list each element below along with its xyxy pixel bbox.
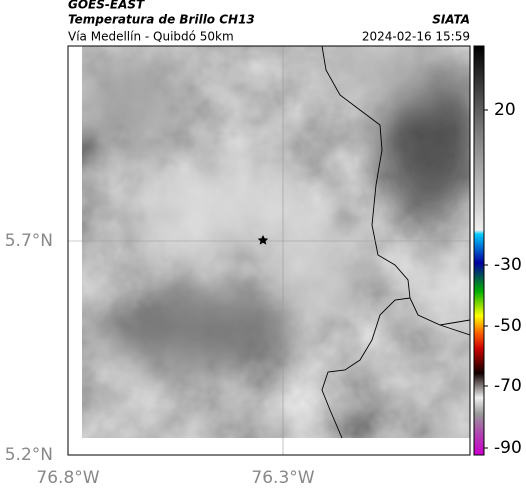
lat-label: 5.7°N (5, 231, 53, 251)
colorbar-label: -50 (494, 316, 522, 336)
source-label: SIATA (432, 13, 470, 27)
location-marker (257, 235, 269, 245)
lon-label: 76.8°W (36, 468, 99, 488)
satellite-name: GOES-EAST (68, 0, 145, 12)
satellite-image (82, 46, 470, 438)
region-label: Vía Medellín - Quibdó 50km (68, 30, 234, 44)
timestamp: 2024-02-16 15:59 (362, 30, 470, 44)
colorbar-labels: 20 -30 -50 -70 -90 (484, 100, 522, 458)
colorbar-label: -70 (494, 376, 522, 396)
product-title: Temperatura de Brillo CH13 (68, 13, 255, 27)
lat-label: 5.2°N (5, 445, 53, 465)
lon-label: 76.3°W (251, 468, 314, 488)
map-frame (67, 45, 471, 456)
colorbar-label: -90 (494, 438, 522, 458)
colorbar (473, 45, 485, 456)
colorbar-label: -30 (494, 255, 522, 275)
colorbar-label: 20 (494, 100, 516, 120)
